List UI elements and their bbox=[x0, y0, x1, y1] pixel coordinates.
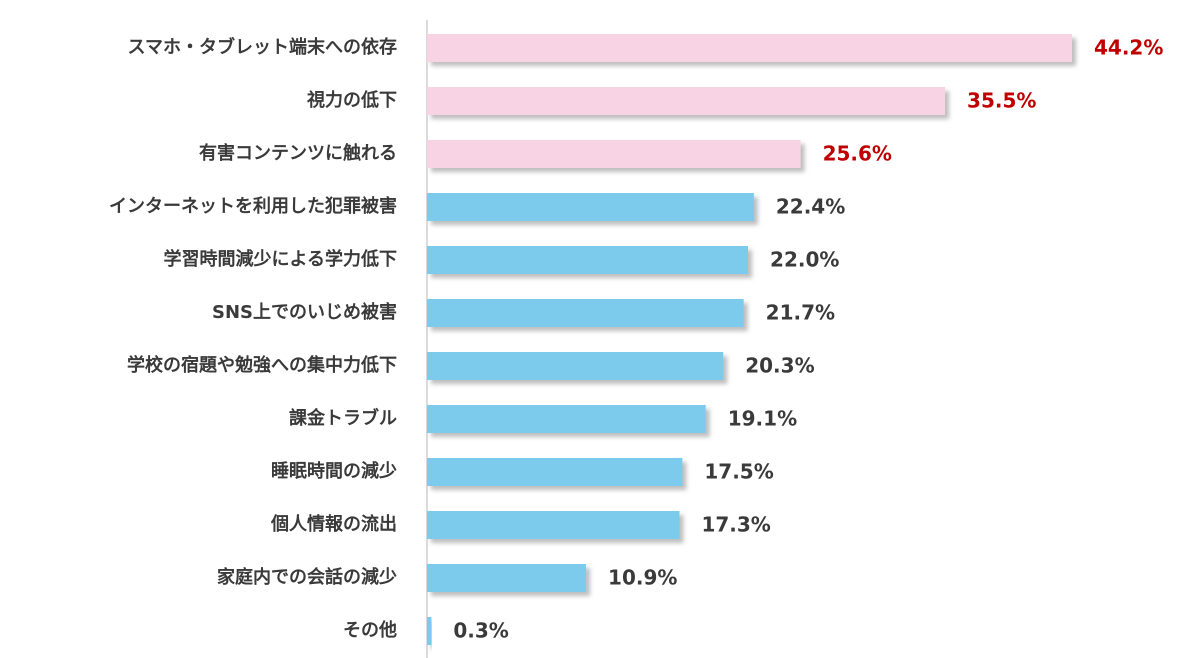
category-label: SNS上でのいじめ被害 bbox=[212, 301, 397, 323]
bar bbox=[427, 458, 683, 486]
bar bbox=[427, 511, 680, 539]
category-label: 家庭内での会話の減少 bbox=[217, 566, 397, 588]
category-label: インターネットを利用した犯罪被害 bbox=[109, 195, 397, 217]
category-label: 学習時間減少による学力低下 bbox=[164, 248, 397, 270]
bar bbox=[427, 87, 946, 115]
category-label: 個人情報の流出 bbox=[270, 513, 397, 535]
value-label: 0.3% bbox=[453, 619, 508, 643]
value-label: 22.4% bbox=[776, 195, 845, 219]
bar bbox=[427, 564, 587, 592]
category-label: 視力の低下 bbox=[306, 89, 397, 111]
category-label: 学校の宿題や勉強への集中力低下 bbox=[127, 354, 397, 376]
value-label: 35.5% bbox=[967, 89, 1036, 113]
value-label: 17.3% bbox=[701, 513, 770, 537]
bar bbox=[427, 617, 432, 645]
bar bbox=[427, 299, 744, 327]
category-label: スマホ・タブレット端末への依存 bbox=[128, 36, 397, 58]
bar bbox=[427, 140, 801, 168]
value-label: 20.3% bbox=[745, 354, 814, 378]
value-label: 10.9% bbox=[608, 566, 677, 590]
category-label: 有害コンテンツに触れる bbox=[199, 142, 397, 164]
value-label: 19.1% bbox=[728, 407, 797, 431]
value-label: 17.5% bbox=[704, 460, 773, 484]
bar bbox=[427, 34, 1072, 62]
value-label: 44.2% bbox=[1094, 36, 1163, 60]
bar bbox=[427, 405, 706, 433]
bar bbox=[427, 352, 724, 380]
value-label: 22.0% bbox=[770, 248, 839, 272]
category-label: その他 bbox=[343, 619, 397, 641]
value-label: 21.7% bbox=[766, 301, 835, 325]
category-label: 睡眠時間の減少 bbox=[271, 460, 397, 482]
value-label: 25.6% bbox=[823, 142, 892, 166]
category-label: 課金トラブル bbox=[289, 407, 397, 429]
bar bbox=[427, 246, 749, 274]
bar bbox=[427, 193, 754, 221]
